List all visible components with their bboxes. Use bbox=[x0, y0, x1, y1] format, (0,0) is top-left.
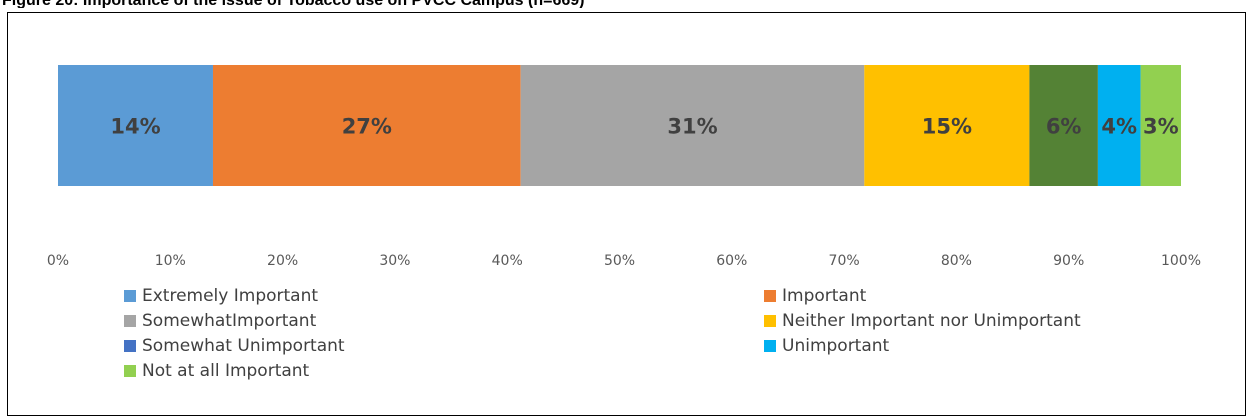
legend-item-unimportant: Unimportant bbox=[764, 336, 1224, 356]
bar-segment-0 bbox=[58, 65, 213, 186]
x-tick-label: 0% bbox=[47, 253, 69, 269]
legend-label: Neither Important nor Unimportant bbox=[782, 311, 1081, 331]
data-label-3: 15% bbox=[922, 115, 972, 139]
legend-swatch bbox=[764, 340, 776, 352]
data-label-1: 27% bbox=[342, 115, 392, 139]
data-label-6: 4% bbox=[1101, 115, 1137, 139]
legend-item-extremely-important: Extremely Important bbox=[124, 286, 764, 306]
x-tick-label: 20% bbox=[267, 253, 298, 269]
bar-segment-6 bbox=[1097, 65, 1141, 186]
legend-label: Somewhat Unimportant bbox=[142, 336, 345, 356]
figure-title: Figure 20: Importance of the issue of To… bbox=[2, 0, 584, 8]
chart-legend: Extremely Important Important SomewhatIm… bbox=[124, 286, 1224, 381]
bar-segment-3 bbox=[864, 65, 1030, 186]
bar-segment-1 bbox=[212, 65, 521, 186]
x-tick-label: 80% bbox=[941, 253, 972, 269]
x-tick-label: 10% bbox=[155, 253, 186, 269]
legend-label: Not at all Important bbox=[142, 361, 310, 381]
x-tick-label: 100% bbox=[1161, 253, 1201, 269]
legend-label: Unimportant bbox=[782, 336, 890, 356]
x-tick-label: 30% bbox=[379, 253, 410, 269]
legend-label: Extremely Important bbox=[142, 286, 319, 306]
bar-segment-2 bbox=[520, 65, 865, 186]
legend-swatch bbox=[124, 290, 136, 302]
x-tick-label: 60% bbox=[716, 253, 747, 269]
legend-swatch bbox=[124, 340, 136, 352]
legend-item-neither: Neither Important nor Unimportant bbox=[764, 311, 1224, 331]
legend-swatch bbox=[764, 315, 776, 327]
data-label-7: 3% bbox=[1143, 115, 1179, 139]
legend-swatch bbox=[124, 365, 136, 377]
x-tick-label: 50% bbox=[604, 253, 635, 269]
legend-item-not-at-all-important: Not at all Important bbox=[124, 361, 764, 381]
bar-segment-7 bbox=[1140, 65, 1181, 186]
legend-item-somewhat-unimportant: Somewhat Unimportant bbox=[124, 336, 764, 356]
legend-label: Important bbox=[782, 286, 867, 306]
legend-item-important: Important bbox=[764, 286, 1224, 306]
data-label-2: 31% bbox=[667, 115, 717, 139]
x-tick-label: 70% bbox=[829, 253, 860, 269]
legend-swatch bbox=[124, 315, 136, 327]
data-label-0: 14% bbox=[110, 115, 160, 139]
legend-item-somewhat-important: SomewhatImportant bbox=[124, 311, 764, 331]
x-tick-label: 40% bbox=[492, 253, 523, 269]
legend-swatch bbox=[764, 290, 776, 302]
legend-label: SomewhatImportant bbox=[142, 311, 317, 331]
data-label-5: 6% bbox=[1046, 115, 1082, 139]
x-tick-label: 90% bbox=[1053, 253, 1084, 269]
bar-segment-5 bbox=[1029, 65, 1098, 186]
